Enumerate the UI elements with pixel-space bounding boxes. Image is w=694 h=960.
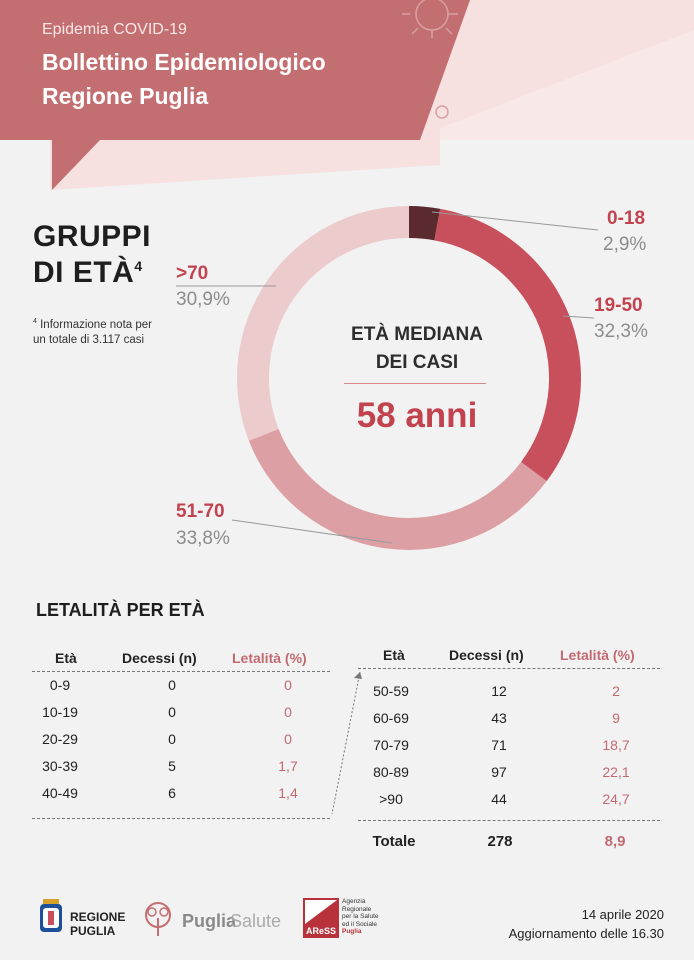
header-banner	[0, 0, 694, 190]
regione-puglia-emblem	[40, 899, 62, 932]
donut-slice-19-50	[434, 208, 581, 482]
right-cell-r4-c2: 24,7	[602, 791, 630, 807]
median-label-line1: ETÀ MEDIANA	[351, 324, 483, 345]
right-cell-r2-c2: 18,7	[602, 737, 630, 753]
lethality-title: LETALITÀ PER ETÀ	[36, 600, 205, 620]
slice-pct-0-18: 2,9%	[603, 234, 647, 255]
left-cell-r4-c0: 40-49	[42, 785, 78, 801]
right-cell-r1-c1: 43	[491, 710, 507, 726]
donut-slice--70	[237, 206, 409, 441]
slice-label-0-18: 0-18	[607, 208, 646, 229]
slice-label-19-50: 19-50	[594, 295, 643, 316]
title-line-1: Bollettino Epidemiologico	[42, 49, 326, 75]
donut-slice-0-18	[409, 206, 441, 241]
left-cell-r1-c2: 0	[284, 704, 292, 720]
left-cell-r3-c2: 1,7	[278, 758, 298, 774]
svg-text:AReSS: AReSS	[306, 926, 336, 936]
median-divider	[344, 383, 486, 384]
left-cell-r1-c1: 0	[168, 704, 176, 720]
left-cell-r1-c0: 10-19	[42, 704, 78, 720]
puglia-salute-logo-word1: Puglia	[182, 911, 237, 931]
right-cell-r4-c0: >90	[379, 791, 403, 807]
right-cell-r0-c2: 2	[612, 683, 620, 699]
left-cell-r4-c1: 6	[168, 785, 176, 801]
left-table-divider	[32, 818, 330, 819]
right-cell-r1-c0: 60-69	[373, 710, 409, 726]
update-time: Aggiornamento delle 16.30	[508, 926, 664, 941]
right-header-deaths: Decessi (n)	[449, 647, 524, 663]
right-cell-r0-c0: 50-59	[373, 683, 409, 699]
donut-slice-51-70	[248, 428, 547, 550]
right-cell-r0-c1: 12	[491, 683, 507, 699]
aress-text: Agenzia Regionale per la Salute ed il Socia…	[342, 898, 379, 935]
footnote: 4 Informazione nota per un totale di 3.11…	[33, 318, 152, 346]
left-header-age: Età	[55, 650, 77, 666]
left-cell-r0-c1: 0	[168, 677, 176, 693]
left-cell-r2-c0: 20-29	[42, 731, 78, 747]
slice-pct-51-70: 33,8%	[176, 528, 230, 549]
right-cell-r3-c1: 97	[491, 764, 507, 780]
left-cell-r2-c2: 0	[284, 731, 292, 747]
left-header-divider	[32, 671, 330, 672]
median-label-line2: DEI CASI	[375, 352, 459, 373]
right-table-divider	[358, 820, 660, 821]
left-header-lethality: Letalità (%)	[232, 650, 307, 666]
right-header-divider	[358, 668, 660, 669]
left-cell-r0-c0: 0-9	[49, 677, 71, 693]
left-cell-r0-c2: 0	[284, 677, 292, 693]
total-deaths: 278	[487, 833, 513, 850]
slice-pct-gt70: 30,9%	[176, 289, 230, 310]
median-value: 58 anni	[356, 396, 478, 435]
right-header-lethality: Letalità (%)	[560, 647, 635, 663]
groups-title-line2: DI ETÀ4	[33, 256, 143, 289]
left-header-deaths: Decessi (n)	[122, 650, 197, 666]
left-cell-r2-c1: 0	[168, 731, 176, 747]
right-cell-r3-c2: 22,1	[602, 764, 630, 780]
connector-line	[331, 671, 362, 815]
total-label: Totale	[372, 833, 416, 850]
update-date: 14 aprile 2020	[581, 907, 664, 922]
aress-logo: AReSS	[303, 898, 339, 938]
slice-pct-19-50: 32,3%	[594, 321, 648, 342]
slice-label-51-70: 51-70	[176, 501, 225, 522]
regione-text: REGIONE PUGLIA	[70, 910, 126, 938]
supertitle: Epidemia COVID-19	[42, 21, 187, 38]
right-cell-r4-c1: 44	[491, 791, 507, 807]
puglia-salute-logo-word2: Salute	[230, 911, 282, 931]
puglia-salute-tree-icon	[145, 902, 171, 936]
footnote-mark: 4	[134, 258, 143, 274]
left-cell-r3-c1: 5	[168, 758, 176, 774]
right-header-age: Età	[383, 647, 405, 663]
right-cell-r2-c0: 70-79	[373, 737, 409, 753]
right-cell-r1-c2: 9	[612, 710, 620, 726]
right-cell-r2-c1: 71	[491, 737, 507, 753]
left-cell-r4-c2: 1,4	[278, 785, 298, 801]
age-donut-chart	[176, 206, 599, 550]
slice-label-gt70: >70	[176, 263, 209, 284]
virus-icon	[402, 0, 458, 119]
left-cell-r3-c0: 30-39	[42, 758, 78, 774]
title-line-2: Regione Puglia	[42, 83, 209, 109]
groups-title-line1: GRUPPI	[33, 220, 152, 253]
right-cell-r3-c0: 80-89	[373, 764, 409, 780]
total-lethality: 8,9	[604, 833, 626, 850]
